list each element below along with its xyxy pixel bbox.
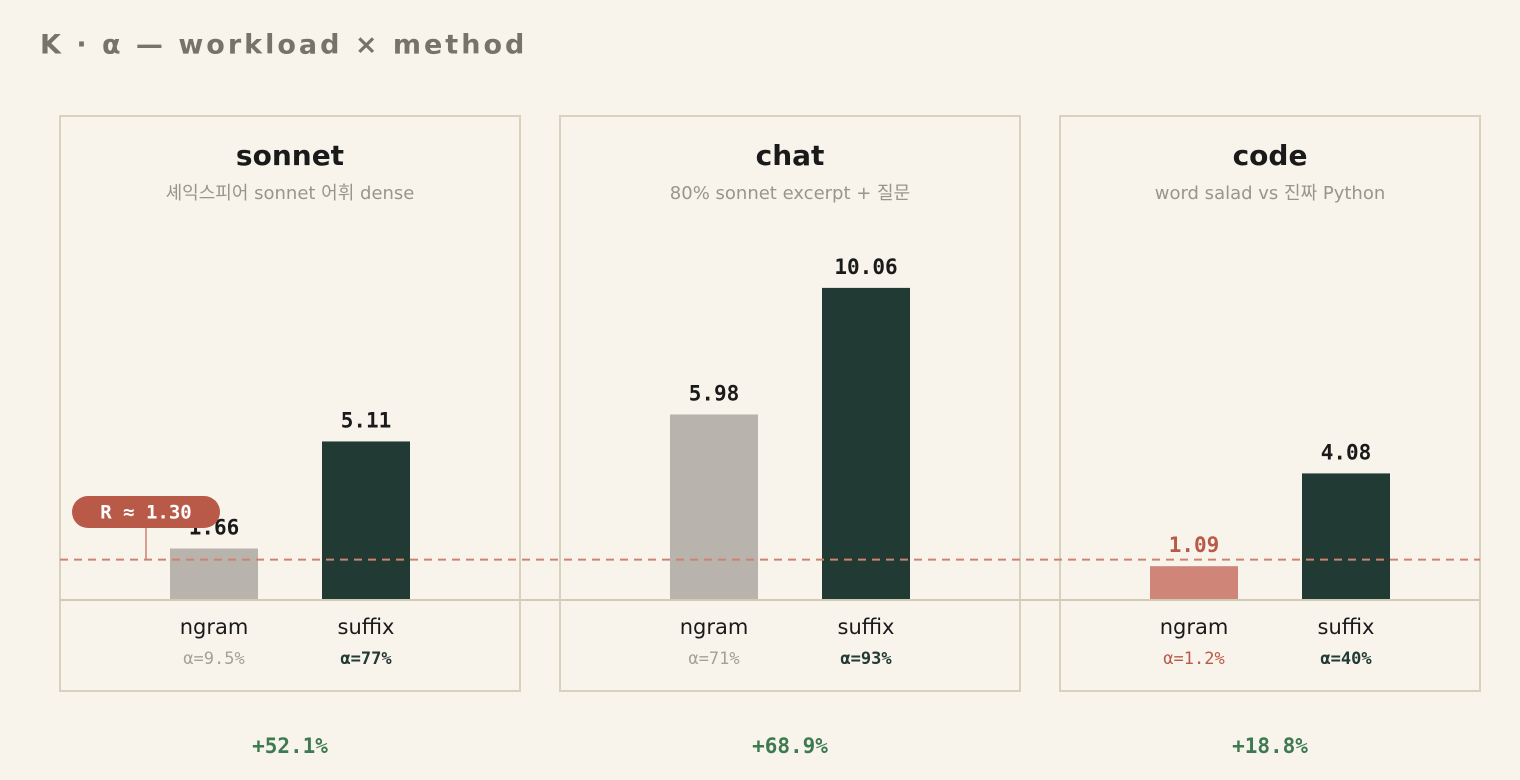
panel bbox=[1059, 115, 1481, 692]
gain-label: +68.9% bbox=[752, 734, 828, 758]
category-label: suffix bbox=[838, 615, 895, 639]
bar bbox=[1302, 473, 1390, 600]
page-title: K · α — workload × method bbox=[40, 30, 527, 61]
category-label: ngram bbox=[180, 615, 249, 639]
panel-subtitle: word salad vs 진짜 Python bbox=[1155, 183, 1386, 204]
alpha-label: α=77% bbox=[340, 649, 392, 669]
panel-title: sonnet bbox=[236, 139, 344, 172]
alpha-label: α=9.5% bbox=[183, 649, 244, 669]
value-label: 5.11 bbox=[341, 408, 392, 432]
alpha-label: α=93% bbox=[840, 649, 892, 669]
panel-title: code bbox=[1233, 139, 1308, 172]
category-label: ngram bbox=[1160, 615, 1229, 639]
value-label: 5.98 bbox=[689, 381, 740, 405]
value-label: 1.09 bbox=[1169, 533, 1220, 557]
reference-pill bbox=[72, 496, 220, 528]
category-label: suffix bbox=[338, 615, 395, 639]
reference-label: R ≈ 1.30 bbox=[100, 502, 192, 524]
gain-label: +18.8% bbox=[1232, 734, 1308, 758]
alpha-label: α=1.2% bbox=[1163, 649, 1224, 669]
alpha-label: α=40% bbox=[1320, 649, 1372, 669]
panel bbox=[59, 115, 521, 692]
panel-subtitle: 셰익스피어 sonnet 어휘 dense bbox=[166, 183, 415, 204]
value-label: 4.08 bbox=[1321, 440, 1372, 464]
bar bbox=[322, 441, 410, 600]
bar bbox=[1150, 566, 1238, 600]
category-label: ngram bbox=[680, 615, 749, 639]
panel-subtitle: 80% sonnet excerpt + 질문 bbox=[670, 183, 910, 204]
panel-title: chat bbox=[756, 139, 825, 172]
bar bbox=[670, 414, 758, 600]
category-label: suffix bbox=[1318, 615, 1375, 639]
panel bbox=[559, 115, 1021, 692]
bar bbox=[822, 287, 910, 600]
value-label: 10.06 bbox=[834, 255, 897, 279]
gain-label: +52.1% bbox=[252, 734, 328, 758]
alpha-label: α=71% bbox=[688, 649, 739, 669]
bar bbox=[170, 548, 258, 600]
